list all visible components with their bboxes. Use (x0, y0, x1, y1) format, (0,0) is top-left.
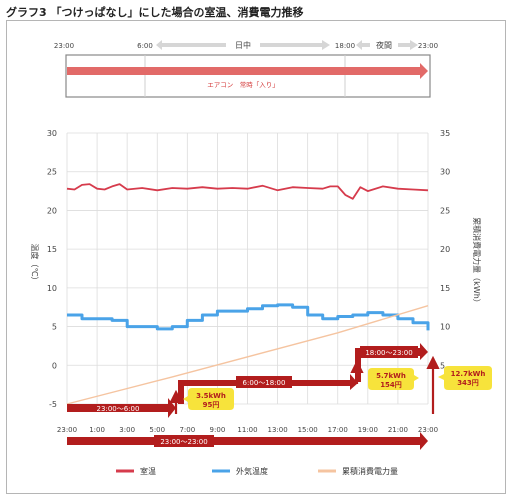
series-line-2 (66, 305, 429, 405)
x-axis: 23:00 1:00 3:00 5:00 7:00 9:00 11:00 13:00 15:00… (57, 426, 438, 434)
ac-on-arrow (67, 63, 428, 79)
left-tick-label: 10 (47, 284, 57, 293)
left-tick-label: 15 (47, 245, 57, 254)
legend-label-room: 室温 (140, 466, 156, 476)
callout-7-yen: 95円 (203, 401, 220, 409)
timeline-tick-start: 23:00 (54, 42, 74, 50)
x-tick-label: 11:00 (237, 426, 257, 434)
period-label-night2: 18:00〜23:00 (365, 349, 412, 357)
right-tick-label: 20 (440, 245, 450, 254)
period-label-total: 23:00〜23:00 (160, 438, 207, 446)
x-tick-label: 15:00 (298, 426, 318, 434)
callout-19-yen: 154円 (380, 381, 402, 389)
legend-label-power: 累積消費電力量 (342, 466, 398, 476)
chart-frame (6, 20, 506, 494)
right-tick-label: 30 (440, 168, 450, 177)
callout-24-kwh: 12.7kWh (451, 370, 486, 378)
timeline-tick-end: 23:00 (418, 42, 438, 50)
callout-7-kwh: 3.5kWh (196, 392, 226, 400)
left-tick-label: 20 (47, 206, 57, 215)
callout-24: 12.7kWh 343円 (438, 366, 492, 390)
series-line-1 (67, 303, 430, 331)
period-arrow-total (67, 432, 428, 450)
x-tick-label: 23:00 (57, 426, 77, 434)
period-label-day-bg (236, 376, 292, 388)
period-label-total-bg (154, 435, 214, 447)
left-tick-label: 5 (52, 323, 57, 332)
x-tick-label: 13:00 (267, 426, 287, 434)
x-tick-label: 21:00 (388, 426, 408, 434)
callout-19-kwh: 5.7kWh (376, 372, 406, 380)
period-label-night2-bg (360, 346, 418, 358)
left-tick-label: 0 (52, 361, 57, 370)
right-tick-label: 35 (440, 129, 450, 138)
left-tick-label: 30 (47, 129, 57, 138)
right-tick-label: 5 (440, 361, 445, 370)
left-tick-label: 25 (47, 168, 57, 177)
left-axis: 30 25 20 15 10 5 0 -5 (47, 129, 57, 409)
period-label-day: 6:00〜18:00 (243, 379, 286, 387)
ac-label: エアコン 常時「入り」 (207, 80, 279, 89)
night-label: 夜間 (376, 40, 392, 50)
night-label-bg (370, 40, 398, 50)
legend-label-outdoor: 外気温度 (236, 466, 268, 476)
period-annotations: 23:00〜6:00 6:00〜18:00 18:00〜23:00 23:00〜… (67, 343, 440, 450)
right-tick-label: 15 (440, 284, 450, 293)
x-tick-label: 3:00 (119, 426, 135, 434)
right-tick-label: 25 (440, 206, 450, 215)
left-axis-title: 温度（℃） (30, 244, 40, 285)
day-label-bg (226, 40, 260, 50)
timeline-header: 23:00 6:00 18:00 23:00 日中 夜間 エアコン 常時「入り」 (54, 40, 438, 98)
legend: 室温 外気温度 累積消費電力量 (116, 466, 398, 476)
series-line-0 (66, 183, 429, 200)
day-label: 日中 (235, 40, 251, 50)
period-arrow-night1 (67, 398, 176, 418)
callout-19: 5.7kWh 154円 (368, 368, 419, 390)
x-tick-label: 1:00 (89, 426, 105, 434)
right-tick-label: 10 (440, 323, 450, 332)
timeline-tick-day-end: 18:00 (335, 42, 355, 50)
timeline-tick-day-start: 6:00 (137, 42, 153, 50)
series-layer (66, 183, 430, 405)
x-tick-label: 17:00 (328, 426, 348, 434)
x-tick-label: 7:00 (179, 426, 195, 434)
grid-lines (66, 132, 429, 405)
callouts: 3.5kWh 95円 5.7kWh 154円 12.7kWh 343円 (183, 366, 492, 410)
right-axis-title: 累積消費電力量（kWh） (472, 217, 482, 307)
callout-7: 3.5kWh 95円 (183, 388, 234, 410)
period-arrow-day (178, 374, 358, 404)
ac-status-box (65, 54, 431, 98)
x-tick-label: 9:00 (210, 426, 226, 434)
callout-24-yen: 343円 (457, 379, 479, 387)
x-tick-label: 19:00 (358, 426, 378, 434)
right-axis: 35 30 25 20 15 10 5 (440, 129, 450, 370)
x-tick-label: 23:00 (418, 426, 438, 434)
left-tick-label: -5 (49, 400, 57, 409)
chart-title: グラフ3 「つけっぱなし」にした場合の室温、消費電力推移 (6, 6, 304, 19)
x-tick-label: 5:00 (149, 426, 165, 434)
period-label-night1: 23:00〜6:00 (97, 405, 140, 413)
